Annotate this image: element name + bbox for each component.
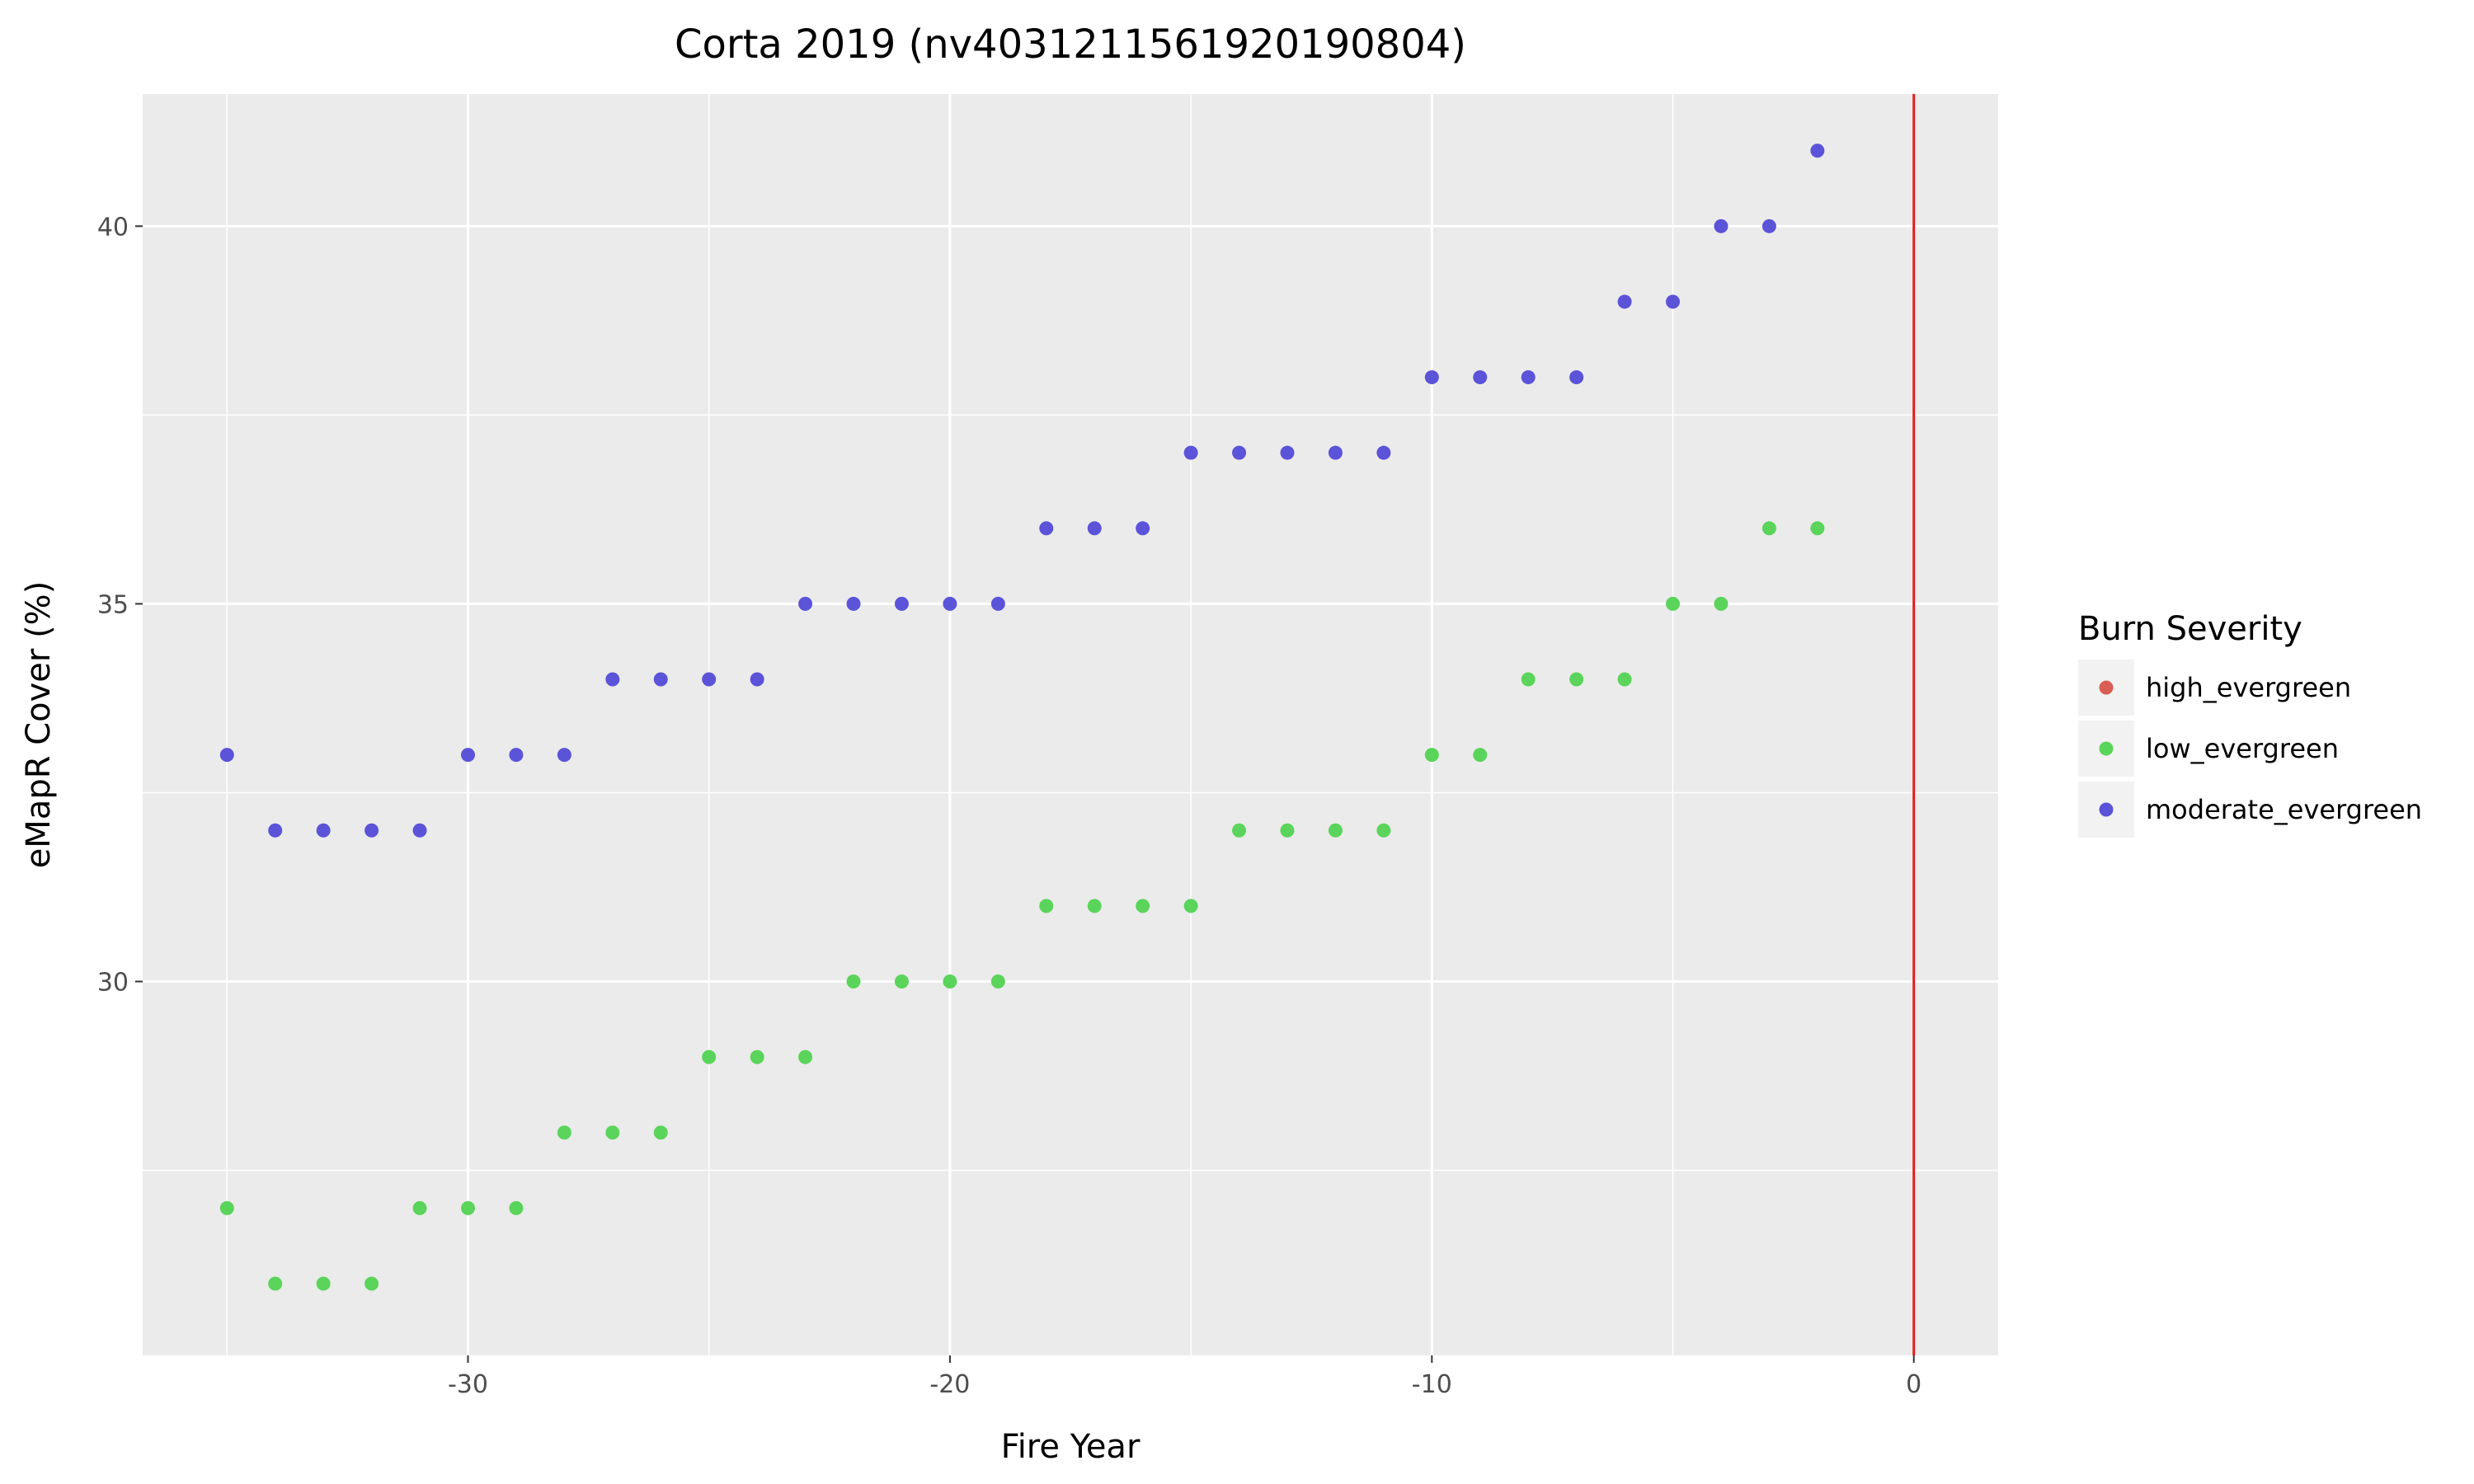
y-tick-label: 35 [97, 590, 129, 619]
data-point-moderate_evergreen [605, 672, 620, 687]
data-point-moderate_evergreen [557, 748, 571, 763]
data-point-moderate_evergreen [1087, 521, 1102, 536]
data-point-low_evergreen [1521, 672, 1536, 687]
data-point-low_evergreen [1232, 823, 1247, 838]
data-point-low_evergreen [702, 1050, 717, 1064]
data-point-moderate_evergreen [1280, 445, 1295, 460]
data-point-low_evergreen [1039, 899, 1054, 913]
data-point-low_evergreen [1376, 823, 1391, 838]
y-axis: 30 35 40 [97, 213, 143, 997]
data-point-moderate_evergreen [1666, 294, 1681, 309]
legend-entries: high_evergreen low_evergreen moderate_ever… [2078, 660, 2422, 838]
data-point-low_evergreen [798, 1050, 813, 1064]
data-point-low_evergreen [1328, 823, 1343, 838]
legend: Burn Severity high_evergreen low_evergree… [2078, 610, 2422, 838]
data-point-low_evergreen [1666, 596, 1681, 611]
data-point-low_evergreen [509, 1200, 524, 1215]
data-point-moderate_evergreen [268, 823, 283, 838]
data-point-low_evergreen [1617, 672, 1632, 687]
data-point-low_evergreen [268, 1276, 283, 1291]
data-point-low_evergreen [943, 974, 957, 989]
data-point-moderate_evergreen [1569, 370, 1584, 385]
data-points [219, 143, 1825, 1291]
legend-swatch-moderate_evergreen [2099, 802, 2114, 817]
legend-label-low_evergreen: low_evergreen [2146, 733, 2339, 764]
data-point-low_evergreen [1087, 899, 1102, 913]
x-axis-title: Fire Year [1001, 1428, 1141, 1466]
data-point-low_evergreen [1280, 823, 1295, 838]
data-point-moderate_evergreen [1424, 370, 1439, 385]
data-point-low_evergreen [1714, 596, 1729, 611]
chart-title: Corta 2019 (nv4031211561920190804) [675, 21, 1466, 68]
data-point-moderate_evergreen [750, 672, 764, 687]
data-point-low_evergreen [316, 1276, 331, 1291]
data-point-low_evergreen [653, 1125, 668, 1140]
legend-title: Burn Severity [2078, 610, 2302, 648]
data-point-low_evergreen [846, 974, 861, 989]
data-point-low_evergreen [557, 1125, 571, 1140]
legend-swatch-low_evergreen [2099, 741, 2114, 756]
y-axis-title: eMapR Cover (%) [20, 581, 58, 869]
data-point-moderate_evergreen [894, 596, 909, 611]
data-point-moderate_evergreen [846, 596, 861, 611]
data-point-moderate_evergreen [412, 823, 427, 838]
data-point-low_evergreen [412, 1200, 427, 1215]
x-tick-label: -20 [929, 1370, 970, 1399]
data-point-moderate_evergreen [1617, 294, 1632, 309]
data-point-moderate_evergreen [990, 596, 1005, 611]
data-point-moderate_evergreen [1761, 218, 1776, 233]
data-point-moderate_evergreen [1183, 445, 1198, 460]
x-axis: -30 -20 -10 0 [448, 1355, 1921, 1399]
x-tick-label: -10 [1412, 1370, 1452, 1399]
data-point-moderate_evergreen [1473, 370, 1488, 385]
data-point-low_evergreen [219, 1200, 234, 1215]
data-point-low_evergreen [894, 974, 909, 989]
data-point-low_evergreen [1136, 899, 1150, 913]
data-point-moderate_evergreen [365, 823, 379, 838]
data-point-moderate_evergreen [460, 748, 475, 763]
data-point-moderate_evergreen [509, 748, 524, 763]
data-point-low_evergreen [1810, 521, 1825, 536]
legend-label-moderate_evergreen: moderate_evergreen [2146, 794, 2422, 825]
legend-swatch-high_evergreen [2099, 680, 2114, 695]
data-point-low_evergreen [990, 974, 1005, 989]
data-point-moderate_evergreen [1039, 521, 1054, 536]
data-point-low_evergreen [365, 1276, 379, 1291]
data-point-moderate_evergreen [702, 672, 717, 687]
data-point-moderate_evergreen [943, 596, 957, 611]
data-point-moderate_evergreen [1232, 445, 1247, 460]
data-point-moderate_evergreen [1810, 143, 1825, 158]
data-point-moderate_evergreen [1136, 521, 1150, 536]
data-point-low_evergreen [1473, 748, 1488, 763]
data-point-low_evergreen [1424, 748, 1439, 763]
plot-panel [143, 94, 1998, 1355]
data-point-low_evergreen [1569, 672, 1584, 687]
legend-label-high_evergreen: high_evergreen [2146, 672, 2351, 703]
x-tick-label: 0 [1906, 1370, 1921, 1399]
y-tick-label: 40 [97, 213, 129, 242]
data-point-moderate_evergreen [1328, 445, 1343, 460]
data-point-low_evergreen [1761, 521, 1776, 536]
data-point-moderate_evergreen [1714, 218, 1729, 233]
data-point-low_evergreen [460, 1200, 475, 1215]
data-point-low_evergreen [750, 1050, 764, 1064]
data-point-low_evergreen [605, 1125, 620, 1140]
data-point-moderate_evergreen [653, 672, 668, 687]
data-point-low_evergreen [1183, 899, 1198, 913]
data-point-moderate_evergreen [798, 596, 813, 611]
data-point-moderate_evergreen [219, 748, 234, 763]
x-tick-label: -30 [448, 1370, 488, 1399]
data-point-moderate_evergreen [1376, 445, 1391, 460]
y-tick-label: 30 [97, 968, 129, 997]
data-point-moderate_evergreen [1521, 370, 1536, 385]
data-point-moderate_evergreen [316, 823, 331, 838]
